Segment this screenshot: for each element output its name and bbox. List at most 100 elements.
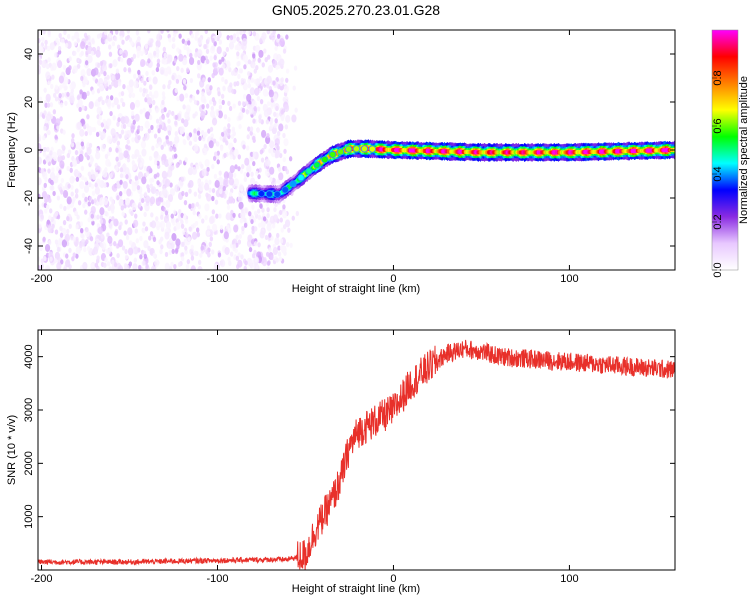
noise-speck xyxy=(117,265,124,270)
noise-speck xyxy=(288,156,293,162)
noise-speck xyxy=(161,99,165,105)
noise-speck xyxy=(170,218,175,224)
noise-speck xyxy=(145,111,151,120)
snr-y-label: SNR (10 * v/v) xyxy=(6,415,18,485)
noise-speck xyxy=(223,152,227,158)
x-tick-label: -100 xyxy=(206,573,228,585)
noise-speck xyxy=(119,179,123,185)
noise-speck xyxy=(78,153,84,162)
noise-speck xyxy=(45,62,49,69)
noise-speck xyxy=(237,259,243,268)
noise-speck xyxy=(280,109,284,115)
noise-speck xyxy=(156,49,160,55)
noise-speck xyxy=(212,62,216,68)
x-tick-label: 100 xyxy=(560,573,578,585)
noise-speck xyxy=(242,30,247,34)
noise-speck xyxy=(244,260,248,266)
noise-speck xyxy=(106,135,112,144)
noise-speck xyxy=(272,30,277,35)
noise-speck xyxy=(160,244,164,250)
noise-speck xyxy=(43,182,47,188)
noise-speck xyxy=(143,240,149,249)
noise-speck xyxy=(124,254,129,260)
noise-speck xyxy=(265,136,271,145)
noise-speck xyxy=(68,247,72,253)
y-tick-label: 20 xyxy=(23,96,35,108)
noise-speck xyxy=(282,48,287,54)
noise-speck xyxy=(123,67,127,73)
noise-speck xyxy=(197,36,203,45)
noise-speck xyxy=(149,84,153,91)
noise-speck xyxy=(208,179,212,185)
noise-speck xyxy=(282,132,286,139)
noise-speck xyxy=(198,213,202,219)
noise-speck xyxy=(87,171,92,177)
noise-speck xyxy=(266,213,270,219)
noise-speck xyxy=(197,265,203,270)
noise-speck xyxy=(153,50,157,56)
noise-speck xyxy=(188,140,193,146)
noise-speck xyxy=(236,31,240,37)
noise-speck xyxy=(92,246,99,255)
noise-speck xyxy=(266,266,270,270)
noise-speck xyxy=(263,109,270,118)
noise-speck xyxy=(50,65,54,71)
noise-speck xyxy=(142,87,146,94)
noise-speck xyxy=(257,174,261,180)
noise-speck xyxy=(292,85,296,91)
noise-speck xyxy=(92,75,96,81)
noise-speck xyxy=(224,247,230,256)
noise-speck xyxy=(99,60,104,67)
noise-speck xyxy=(276,178,281,185)
noise-speck xyxy=(40,263,44,269)
noise-speck xyxy=(69,95,75,104)
noise-speck xyxy=(223,114,228,120)
noise-speck xyxy=(231,126,236,132)
noise-speck xyxy=(213,55,217,61)
noise-speck xyxy=(144,226,149,232)
noise-speck xyxy=(155,108,159,114)
noise-speck xyxy=(66,165,70,172)
spectrogram-x-label: Height of straight line (km) xyxy=(292,283,420,295)
noise-speck xyxy=(191,231,198,240)
noise-speck xyxy=(54,134,58,140)
noise-speck xyxy=(231,88,235,94)
noise-speck xyxy=(171,233,177,242)
noise-speck xyxy=(133,73,137,79)
noise-speck xyxy=(208,99,213,105)
noise-speck xyxy=(127,247,134,256)
noise-speck xyxy=(122,123,127,129)
noise-speck xyxy=(46,219,51,225)
noise-speck xyxy=(255,264,260,270)
noise-speck xyxy=(136,52,140,58)
noise-speck xyxy=(66,196,72,205)
noise-speck xyxy=(184,240,189,246)
noise-speck xyxy=(162,95,166,101)
noise-speck xyxy=(159,197,164,203)
noise-speck xyxy=(174,120,178,126)
noise-speck xyxy=(199,79,205,88)
noise-speck xyxy=(80,69,86,78)
noise-speck xyxy=(71,176,76,182)
noise-speck xyxy=(165,199,171,208)
noise-speck xyxy=(173,57,177,64)
ridge-node xyxy=(344,145,353,153)
noise-speck xyxy=(174,135,180,144)
noise-speck xyxy=(230,133,235,140)
noise-speck xyxy=(184,40,188,46)
noise-speck xyxy=(270,149,276,158)
noise-speck xyxy=(259,37,263,44)
noise-speck xyxy=(127,67,132,73)
noise-speck xyxy=(225,60,231,69)
noise-speck xyxy=(195,164,200,170)
noise-speck xyxy=(255,44,261,53)
noise-speck xyxy=(251,63,256,69)
noise-speck xyxy=(70,191,74,197)
noise-speck xyxy=(217,252,222,258)
noise-speck xyxy=(163,126,167,132)
noise-speck xyxy=(119,167,124,173)
noise-speck xyxy=(126,188,132,197)
noise-speck xyxy=(123,263,128,269)
noise-speck xyxy=(139,193,143,199)
noise-speck xyxy=(46,266,50,270)
